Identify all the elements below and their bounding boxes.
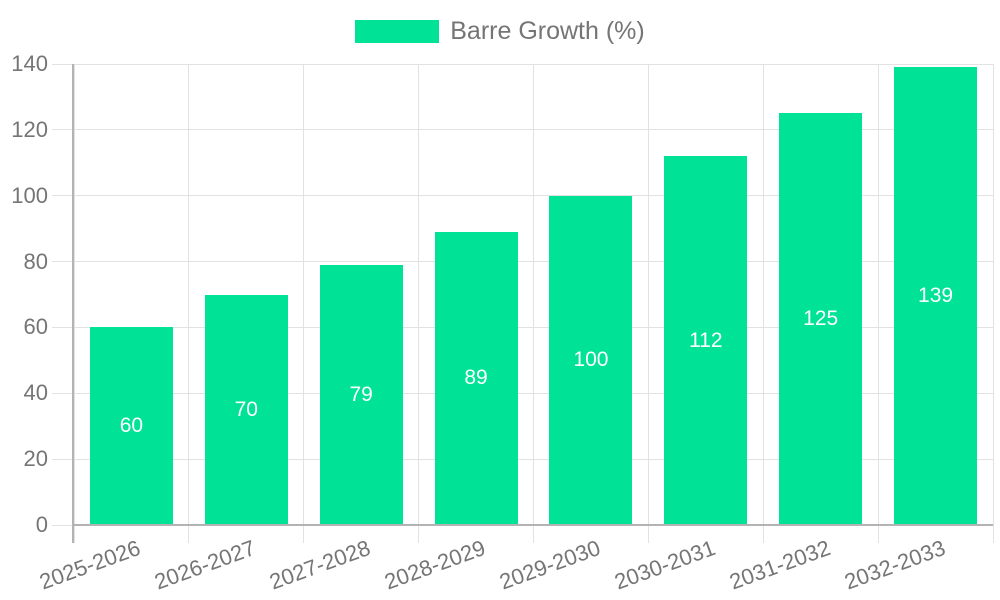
bar-2028-2029[interactable]: 89 bbox=[434, 231, 518, 525]
y-axis-tick-label: 80 bbox=[23, 248, 48, 274]
y-axis-tick-label: 0 bbox=[35, 512, 48, 537]
y-axis-tick-label: 100 bbox=[11, 182, 48, 208]
y-axis-tick-label: 20 bbox=[23, 446, 48, 472]
bar-value-label: 70 bbox=[234, 397, 258, 421]
gridline-x-0 bbox=[73, 64, 75, 543]
gridline-x-1 bbox=[188, 64, 190, 543]
y-axis-tick-label: 60 bbox=[23, 314, 48, 340]
bar-value-label: 139 bbox=[918, 284, 954, 308]
bar-2025-2026[interactable]: 60 bbox=[89, 327, 173, 525]
gridline-x-2 bbox=[303, 64, 305, 543]
gridline-y-80 bbox=[52, 261, 993, 263]
bar-value-label: 60 bbox=[119, 414, 144, 438]
gridline-x-5 bbox=[647, 64, 649, 543]
gridline-x-4 bbox=[533, 64, 534, 543]
bar-value-label: 125 bbox=[803, 307, 839, 331]
bar-2026-2027[interactable]: 70 bbox=[204, 294, 288, 525]
bar-2030-2031[interactable]: 112 bbox=[664, 156, 748, 525]
bar-value-label: 112 bbox=[689, 328, 723, 352]
gridline-y-100 bbox=[52, 195, 993, 197]
legend-swatch bbox=[355, 20, 440, 43]
bar-value-label: 79 bbox=[349, 382, 373, 406]
y-axis-tick-label: 140 bbox=[11, 51, 48, 76]
legend-item[interactable]: Barre Growth (%) bbox=[0, 18, 1000, 45]
gridline-x-8 bbox=[992, 64, 994, 543]
gridline-y-20 bbox=[52, 458, 993, 460]
bar-2027-2028[interactable]: 79 bbox=[319, 264, 403, 525]
bar-value-label: 100 bbox=[573, 348, 609, 372]
gridline-y-60 bbox=[52, 326, 993, 328]
gridline-x-3 bbox=[418, 64, 420, 543]
x-axis-line bbox=[72, 524, 993, 526]
bar-2031-2032[interactable]: 125 bbox=[779, 113, 863, 525]
legend-label: Barre Growth (%) bbox=[450, 17, 645, 45]
gridline-x-6 bbox=[762, 64, 764, 543]
gridline-y-40 bbox=[52, 392, 993, 394]
y-axis-tick-label: 40 bbox=[23, 380, 48, 406]
gridline-y-140 bbox=[52, 63, 993, 65]
y-axis-tick-label: 120 bbox=[11, 116, 48, 142]
gridline-y-120 bbox=[52, 129, 993, 131]
bar-value-label: 89 bbox=[464, 366, 488, 390]
gridline-x-7 bbox=[877, 64, 879, 543]
bar-2029-2030[interactable]: 100 bbox=[549, 195, 633, 525]
bar-2032-2033[interactable]: 139 bbox=[894, 67, 978, 525]
y-axis-line bbox=[72, 64, 74, 543]
